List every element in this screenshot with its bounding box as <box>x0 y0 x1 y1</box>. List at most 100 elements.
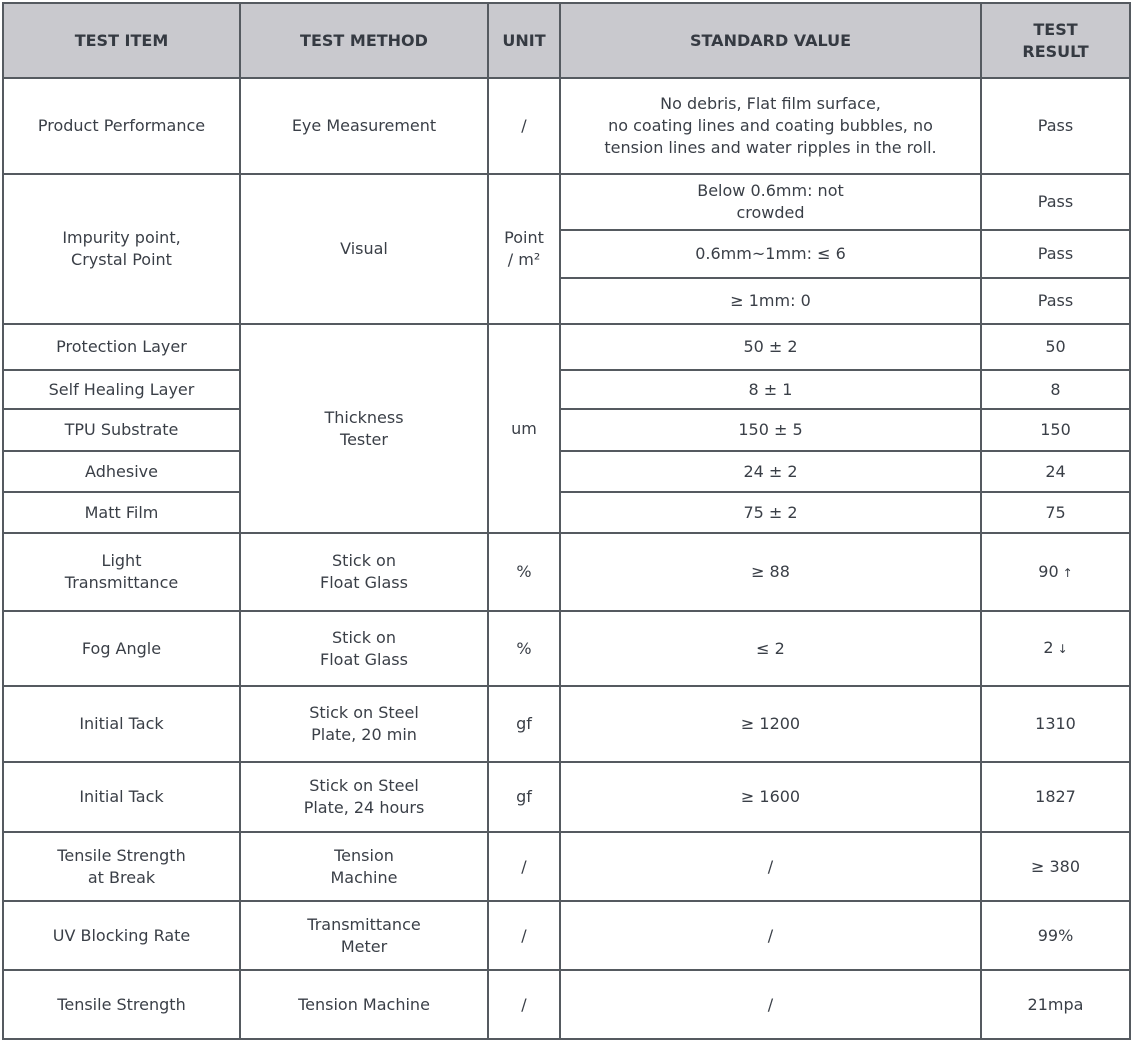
table-row: 0.6mm~1mm: ≤ 6 Pass <box>3 229 1131 279</box>
table-row: Initial Tack Stick on Steel Plate, 20 min… <box>2 685 1131 763</box>
table-row: Protection Layer Thickness Tester um 50 ± 2… <box>2 323 1131 534</box>
cell-standard-value: / <box>559 831 982 902</box>
cell-text: / <box>767 994 774 1014</box>
cell-text: Stick on Float Glass <box>320 627 408 669</box>
header-standard-value: STANDARD VALUE <box>559 2 982 79</box>
cell-test-result: 90 ↑ <box>980 532 1131 612</box>
cell-test-item: Tensile Strength at Break <box>2 831 241 902</box>
cell-test-method: Visual <box>239 173 489 325</box>
cell-test-result: 50 <box>980 323 1131 371</box>
cell-test-method: Stick on Float Glass <box>239 532 489 612</box>
cell-unit: Point / m² <box>487 173 561 325</box>
cell-text: Pass <box>1037 192 1074 211</box>
arrow-up-icon: ↑ <box>1062 565 1073 580</box>
cell-test-item: Protection Layer <box>2 323 241 371</box>
cell-text: % <box>516 562 532 581</box>
cell-text: 1827 <box>1035 787 1076 806</box>
cell-text: / <box>521 925 527 945</box>
cell-test-method: Stick on Steel Plate, 24 hours <box>239 761 489 833</box>
cell-test-item: Initial Tack <box>2 685 241 763</box>
table-row: ≥ 1mm: 0 Pass <box>3 277 1131 325</box>
cell-text: 75 <box>1045 502 1066 522</box>
cell-text: ≥ 1200 <box>740 714 801 733</box>
cell-test-result: Pass <box>980 229 1131 279</box>
cell-text: gf <box>516 787 532 806</box>
cell-test-result: 21mpa <box>980 969 1131 1040</box>
cell-text: / <box>767 925 774 945</box>
cell-test-item: Fog Angle <box>2 610 241 687</box>
cell-test-item: Impurity point, Crystal Point <box>2 173 241 325</box>
cell-test-result: 1827 <box>980 761 1131 833</box>
cell-text: Pass <box>1037 291 1074 310</box>
cell-text: Eye Measurement <box>291 116 437 135</box>
header-test-item: TEST ITEM <box>2 2 241 79</box>
cell-text: Tensile Strength at Break <box>57 845 186 887</box>
cell-text: Pass <box>1037 116 1074 135</box>
cell-text: ≥ 380 <box>1030 856 1081 876</box>
cell-text: Pass <box>1037 244 1074 263</box>
cell-text: 150 <box>1040 420 1071 439</box>
cell-unit: % <box>487 610 561 687</box>
cell-text: ≥ 1mm: 0 <box>730 291 811 310</box>
cell-text: Adhesive <box>85 461 158 481</box>
cell-unit: TPU Substrate <box>2 408 241 452</box>
cell-text: Light Transmittance <box>64 551 179 592</box>
cell-text: ≥ 1600 <box>740 787 801 806</box>
cell-test-result: 8 <box>980 369 1131 410</box>
cell-test-result: Pass <box>980 277 1131 325</box>
cell-unit: um <box>487 323 561 534</box>
cell-standard-value: / <box>559 969 982 1040</box>
table-row: Product Performance Eye Measurement / No de… <box>2 77 1131 175</box>
cell-test-method: Thickness Tester <box>239 323 489 534</box>
cell-test-result: 2 ↓ <box>980 610 1131 687</box>
table-row: Adhesive 24 ± 2 24 <box>2 450 1131 493</box>
cell-text: 24 ± 2 <box>743 461 798 481</box>
cell-standard-value: 150 ± 5 <box>559 408 982 452</box>
cell-unit: Matt Film <box>2 491 241 534</box>
cell-standard-value: 24 ± 2 <box>559 450 982 493</box>
cell-unit: Self Healing Layer <box>2 369 241 410</box>
cell-test-result: 150 <box>980 408 1131 452</box>
cell-text: / <box>521 116 527 135</box>
cell-standard-value: 75 ± 2 <box>559 491 982 534</box>
table-row: Tensile Strength Tension Machine / / 21mpa <box>2 969 1131 1040</box>
cell-text: 99% <box>1037 925 1074 945</box>
cell-text: / <box>521 994 527 1014</box>
cell-text: TPU Substrate <box>64 420 179 439</box>
cell-unit: / <box>487 969 561 1040</box>
cell-text: 21mpa <box>1027 994 1084 1014</box>
table-row: Matt Film 75 ± 2 75 <box>2 491 1131 534</box>
cell-text: Matt Film <box>84 502 159 522</box>
table-row: Impurity point, Crystal Point Visual Point… <box>2 173 1131 325</box>
cell-text: Tension Machine <box>298 994 430 1014</box>
cell-text: gf <box>516 714 532 733</box>
cell-text: 24 <box>1045 461 1066 481</box>
cell-text: Initial Tack <box>79 714 164 733</box>
cell-text: 1310 <box>1035 714 1076 733</box>
cell-unit: gf <box>487 761 561 833</box>
cell-test-method: Eye Measurement <box>239 77 489 175</box>
cell-text: Impurity point, Crystal Point <box>62 228 181 269</box>
cell-text: 50 <box>1045 337 1066 356</box>
table-row: Light Transmittance Stick on Float Glass%… <box>2 532 1131 612</box>
cell-standard-value: ≤ 2 <box>559 610 982 687</box>
cell-test-item: Product Performance <box>2 77 241 175</box>
cell-text: Stick on Steel Plate, 20 min <box>309 703 419 744</box>
cell-text: 75 ± 2 <box>743 502 798 522</box>
header-unit: UNIT <box>487 2 561 79</box>
table-row: TPU Substrate 150 ± 5 150 <box>2 408 1131 452</box>
cell-text: Transmittance Meter <box>307 914 421 956</box>
cell-unit: % <box>487 532 561 612</box>
cell-standard-value: ≥ 1200 <box>559 685 982 763</box>
cell-text: Tension Machine <box>330 845 398 887</box>
cell-text: Stick on Float Glass <box>320 551 408 592</box>
cell-test-item: UV Blocking Rate <box>2 900 241 971</box>
cell-standard-value: 0.6mm~1mm: ≤ 6 <box>559 229 982 279</box>
table-row: Tensile Strength at Break Tension Machine… <box>2 831 1131 902</box>
cell-standard-value: 8 ± 1 <box>559 369 982 410</box>
cell-text: UV Blocking Rate <box>52 925 191 945</box>
cell-standard-value: Below 0.6mm: not crowded <box>559 173 982 231</box>
cell-text: Visual <box>340 239 388 258</box>
cell-test-result: 75 <box>980 491 1131 534</box>
